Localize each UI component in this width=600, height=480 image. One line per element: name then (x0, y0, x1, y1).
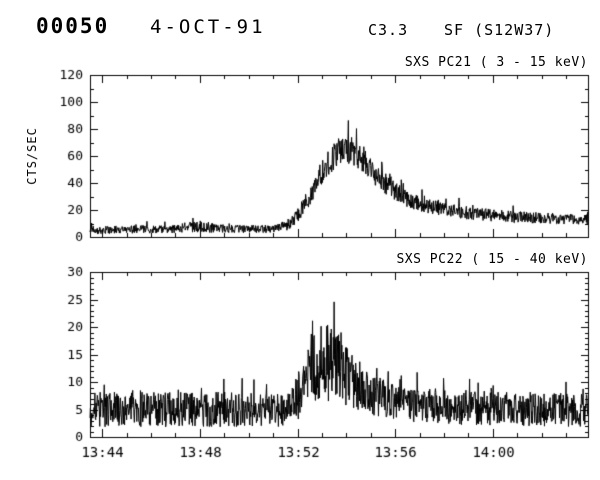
event-number-label: 00050 (36, 14, 110, 38)
panel-title-pc22: SXS PC22 ( 15 - 40 keV) (396, 252, 588, 267)
panel-title-pc21: SXS PC21 ( 3 - 15 keV) (404, 55, 588, 70)
goes-class-label: C3.3 (368, 21, 409, 39)
y-axis-label-cts-per-sec: CTS/SEC (25, 127, 39, 185)
flare-type-location-label: SF (S12W37) (444, 21, 555, 39)
event-date-label: 4-OCT-91 (150, 16, 266, 38)
